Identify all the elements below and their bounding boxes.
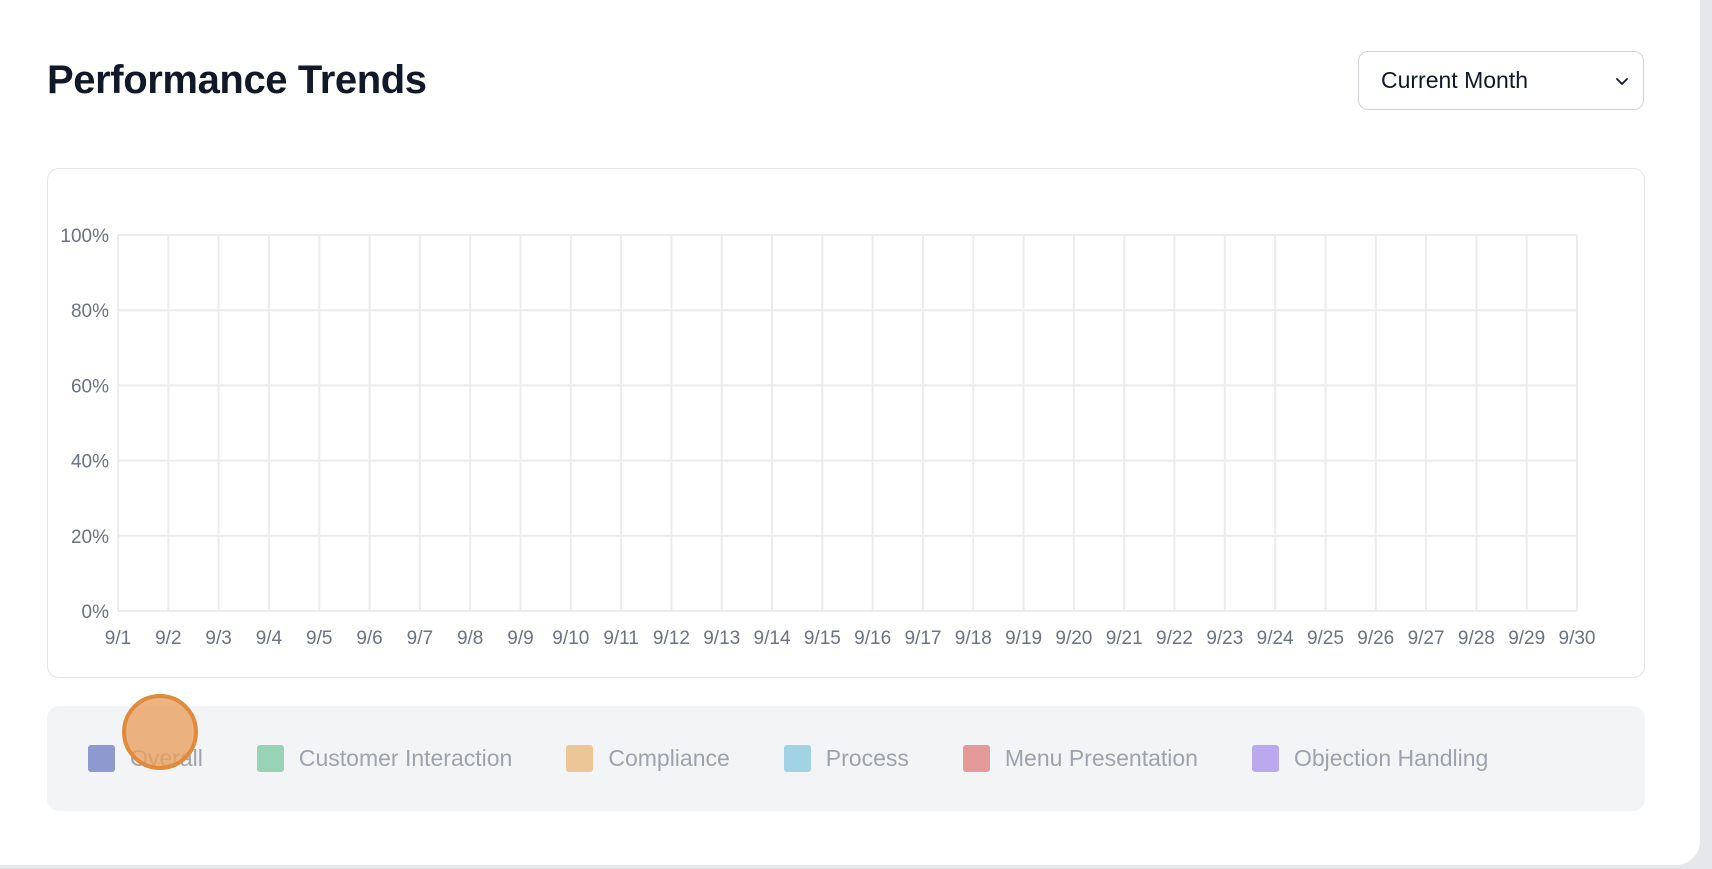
x-tick-label: 9/9 [507,628,533,649]
legend-item[interactable]: Compliance [566,745,730,772]
x-tick-label: 9/23 [1206,628,1243,649]
x-tick-label: 9/7 [407,628,433,649]
legend-label: Objection Handling [1293,745,1489,771]
legend-item[interactable]: Menu Presentation [962,745,1198,772]
y-tick-label: 60% [71,376,109,397]
x-tick-label: 9/25 [1307,628,1344,649]
x-tick-label: 9/8 [457,628,483,649]
x-tick-label: 9/30 [1559,628,1596,649]
legend-label: Process [825,745,909,771]
legend-label: Compliance [608,745,730,771]
x-tick-label: 9/13 [703,628,740,649]
x-tick-label: 9/2 [155,628,181,649]
x-tick-label: 9/24 [1257,628,1294,649]
card-edge [1700,0,1712,869]
x-tick-label: 9/22 [1156,628,1193,649]
x-tick-label: 9/29 [1508,628,1545,649]
x-tick-label: 9/20 [1055,628,1092,649]
legend-swatch [256,745,284,772]
x-tick-label: 9/12 [653,628,690,649]
legend-label: Customer Interaction [298,745,513,771]
chart-container: 0% 20% 40% 60% 80% 100% 9/1 9/2 9/3 9/4 9/5 9/6 9/7 9… [47,168,1645,678]
y-tick-label: 40% [71,452,109,473]
x-tick-label: 9/16 [854,628,891,649]
x-tick-label: 9/18 [955,628,992,649]
x-tick-label: 9/1 [105,628,131,649]
x-tick-label: 9/19 [1005,628,1042,649]
x-tick-label: 9/27 [1408,628,1445,649]
legend-item[interactable]: Customer Interaction [256,745,513,772]
x-tick-label: 9/17 [904,628,941,649]
y-tick-label: 0% [82,602,110,623]
legend-swatch [1251,745,1279,772]
y-tick-label: 100% [60,226,109,247]
x-tick-label: 9/5 [306,628,332,649]
period-select[interactable]: Current Month [1358,51,1644,110]
x-tick-label: 9/10 [552,628,589,649]
x-tick-label: 9/14 [754,628,791,649]
x-tick-label: 9/21 [1106,628,1143,649]
performance-chart: 0% 20% 40% 60% 80% 100% 9/1 9/2 9/3 9/4 9/5 9/6 9/7 9… [60,226,1596,649]
legend-label: Overall [130,745,203,771]
legend-swatch [88,745,115,772]
x-tick-label: 9/15 [804,628,841,649]
period-select-value: Current Month [1381,67,1529,93]
x-tick-label: 9/28 [1458,628,1495,649]
x-tick-label: 9/11 [603,628,639,649]
x-tick-label: 9/6 [356,628,382,649]
legend-label: Menu Presentation [1004,745,1198,771]
legend-item[interactable]: Overall [88,745,203,772]
y-tick-label: 20% [71,527,109,548]
x-tick-label: 9/26 [1357,628,1394,649]
chart-legend: Overall Customer Interaction Compliance Pro… [47,706,1645,811]
chevron-down-icon [1613,72,1631,90]
legend-item[interactable]: Process [783,745,909,772]
y-tick-label: 80% [71,301,109,322]
page-title: Performance Trends [47,58,427,102]
x-tick-label: 9/3 [205,628,231,649]
legend-swatch [962,745,990,772]
legend-swatch [566,745,594,772]
x-tick-label: 9/4 [256,628,283,649]
legend-item[interactable]: Objection Handling [1251,745,1489,772]
legend-swatch [783,745,811,772]
